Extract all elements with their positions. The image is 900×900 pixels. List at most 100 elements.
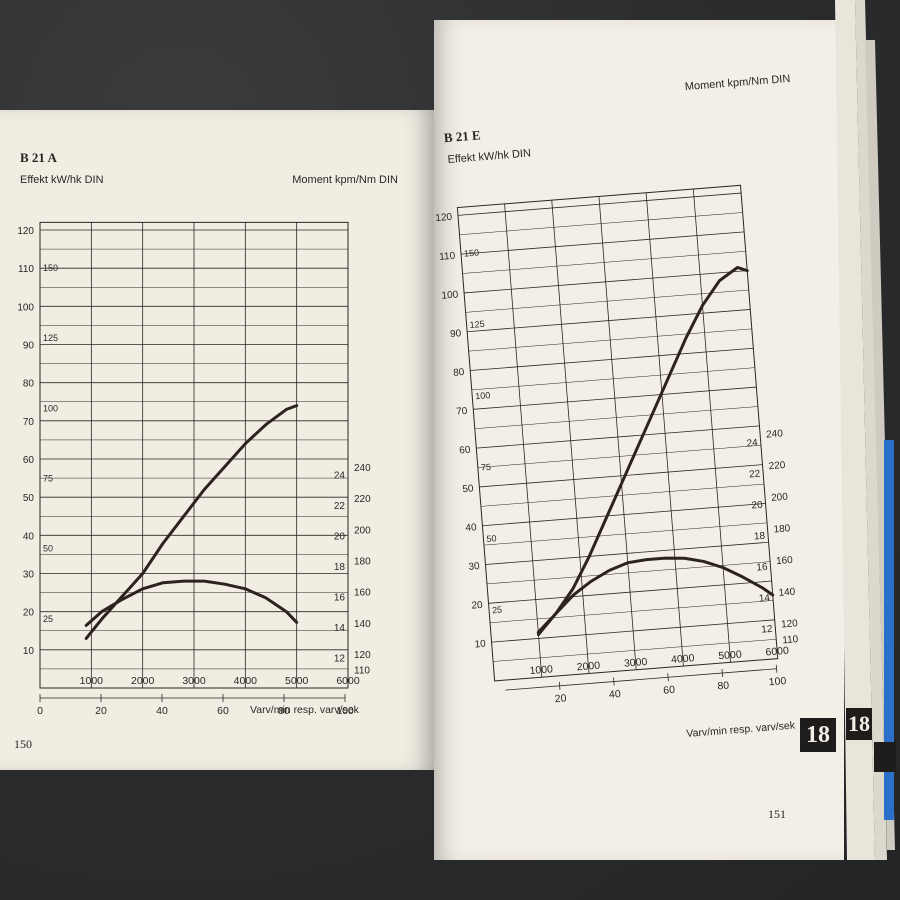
tick-label-rpm: 3000 bbox=[182, 675, 206, 687]
tick-label-kw: 80 bbox=[23, 379, 35, 390]
tick-label-kw: 120 bbox=[435, 212, 453, 224]
tick-label-rpm: 4000 bbox=[234, 675, 258, 687]
tick-label-kpm: 22 bbox=[749, 469, 761, 481]
tick-label-nm: 240 bbox=[354, 463, 371, 474]
tick-label-kw: 70 bbox=[456, 406, 468, 418]
tick-label-kw: 50 bbox=[23, 493, 35, 504]
tick-label-kw: 30 bbox=[468, 561, 480, 573]
tick-label-nm: 140 bbox=[778, 587, 796, 599]
grid-line-vertical bbox=[598, 196, 637, 670]
tick-label-rpm: 4000 bbox=[671, 652, 695, 666]
tick-label-kw: 30 bbox=[23, 570, 35, 581]
left-axis-label: Effekt kW/hk DIN bbox=[447, 147, 531, 166]
tick-label-hk: 50 bbox=[486, 533, 497, 544]
rps-tick bbox=[667, 673, 669, 682]
tick-label-nm: 200 bbox=[354, 525, 371, 536]
tick-label-kw: 20 bbox=[471, 600, 483, 612]
tick-label-kw: 60 bbox=[459, 445, 471, 457]
rps-axis-line bbox=[505, 668, 777, 691]
tick-label-kpm: 24 bbox=[746, 438, 758, 450]
tick-label-rpm: 2000 bbox=[576, 660, 600, 674]
tick-label-rps: 20 bbox=[95, 705, 107, 717]
section-tab[interactable]: 18 bbox=[846, 708, 872, 740]
tick-label-kw: 70 bbox=[23, 417, 35, 428]
section-tab[interactable]: 18 bbox=[800, 718, 836, 752]
tick-label-rps: 100 bbox=[768, 675, 787, 688]
tick-label-hk: 150 bbox=[464, 247, 480, 258]
torque-curve bbox=[84, 579, 299, 627]
tick-labels: 10 20 30 40 50 60 70 80 90 100 110 120 25 50 75 100 125 1… bbox=[435, 212, 799, 705]
tick-label-kw: 10 bbox=[474, 639, 486, 651]
blue-page-edge bbox=[884, 440, 894, 820]
right-axis-label: Moment kpm/Nm DIN bbox=[684, 73, 790, 93]
tick-label-nm: 220 bbox=[768, 460, 786, 472]
tick-label-hk: 125 bbox=[43, 333, 58, 343]
tick-label-rpm: 1000 bbox=[80, 675, 104, 687]
grid-line-vertical bbox=[692, 188, 731, 663]
tick-label-rps: 20 bbox=[554, 692, 567, 705]
tick-label-kw: 10 bbox=[23, 646, 35, 657]
tick-label-rps: 80 bbox=[717, 680, 730, 693]
tick-label-hk: 75 bbox=[43, 473, 53, 483]
tick-label-kw: 110 bbox=[439, 251, 456, 263]
tick-label-kpm: 20 bbox=[334, 531, 346, 542]
chart-b21e: B 21 E Effekt kW/hk DIN Moment kpm/Nm DI… bbox=[435, 73, 799, 821]
tick-label-kw: 90 bbox=[23, 341, 35, 352]
tick-label-nm: 120 bbox=[354, 650, 371, 661]
tick-label-hk: 100 bbox=[43, 403, 58, 413]
grid-line-vertical bbox=[551, 200, 590, 674]
grid-line-vertical bbox=[504, 203, 543, 678]
tick-label-rpm: 6000 bbox=[336, 675, 360, 687]
tick-label-rps: 60 bbox=[663, 684, 676, 697]
tick-label-rps: 100 bbox=[336, 705, 354, 717]
tick-label-nm: 120 bbox=[781, 618, 799, 630]
tick-label-kpm: 14 bbox=[758, 593, 770, 605]
tick-label-kw: 20 bbox=[23, 608, 35, 619]
grid bbox=[456, 184, 779, 691]
tick-label-nm: 160 bbox=[354, 588, 371, 599]
tick-label-kw: 110 bbox=[18, 264, 34, 275]
section-tab-edge bbox=[874, 742, 896, 772]
tick-label-hk: 50 bbox=[43, 544, 53, 554]
tick-label-kpm: 24 bbox=[334, 470, 346, 481]
x-axis-label: Varv/min resp. varv/sek bbox=[686, 719, 796, 740]
tick-label-hk: 25 bbox=[492, 605, 503, 616]
x-axis-label: Varv/min resp. varv/sek bbox=[250, 704, 360, 716]
tick-label-rpm: 2000 bbox=[131, 675, 155, 687]
tick-label-hk: 125 bbox=[469, 319, 485, 330]
tick-label-nm: 110 bbox=[782, 634, 799, 646]
tick-label-kw: 100 bbox=[17, 302, 34, 313]
page-number: 151 bbox=[768, 807, 786, 821]
rps-tick bbox=[775, 664, 778, 673]
chart-b21a: B 21 A Effekt kW/hk DIN Moment kpm/Nm DI… bbox=[14, 150, 398, 751]
tick-label-kw: 40 bbox=[465, 522, 477, 534]
tick-label-nm: 160 bbox=[776, 555, 794, 567]
curves bbox=[536, 265, 775, 637]
chart-title: B 21 A bbox=[20, 150, 57, 165]
tick-label-kpm: 20 bbox=[751, 500, 763, 512]
tick-label-kpm: 18 bbox=[754, 531, 766, 543]
torque-curve bbox=[536, 556, 775, 634]
tick-label-kw: 120 bbox=[17, 226, 34, 237]
power-curve bbox=[536, 265, 749, 637]
tick-label-kpm: 12 bbox=[334, 653, 346, 664]
left-page: B 21 A Effekt kW/hk DIN Moment kpm/Nm DI… bbox=[0, 110, 434, 770]
tick-label-kpm: 14 bbox=[334, 623, 346, 634]
tick-label-rps: 40 bbox=[156, 705, 168, 717]
tick-label-rpm: 6000 bbox=[765, 645, 789, 659]
tick-label-rpm: 3000 bbox=[624, 656, 648, 670]
tick-label-kw: 80 bbox=[453, 367, 465, 379]
tick-label-kpm: 16 bbox=[756, 562, 768, 574]
tick-label-nm: 180 bbox=[354, 556, 371, 567]
rps-tick bbox=[558, 681, 561, 690]
tick-label-rps: 40 bbox=[609, 688, 622, 701]
tick-label-rpm: 5000 bbox=[718, 648, 742, 662]
tick-label-hk: 150 bbox=[43, 263, 58, 273]
tick-label-hk: 25 bbox=[43, 614, 53, 624]
tick-label-nm: 200 bbox=[771, 492, 789, 504]
tick-label-kw: 100 bbox=[441, 289, 459, 301]
tick-label-kw: 50 bbox=[462, 483, 474, 495]
tick-label-nm: 140 bbox=[354, 619, 371, 630]
right-page: B 21 E Effekt kW/hk DIN Moment kpm/Nm DI… bbox=[434, 20, 844, 860]
tick-label-rps: 0 bbox=[37, 705, 43, 717]
